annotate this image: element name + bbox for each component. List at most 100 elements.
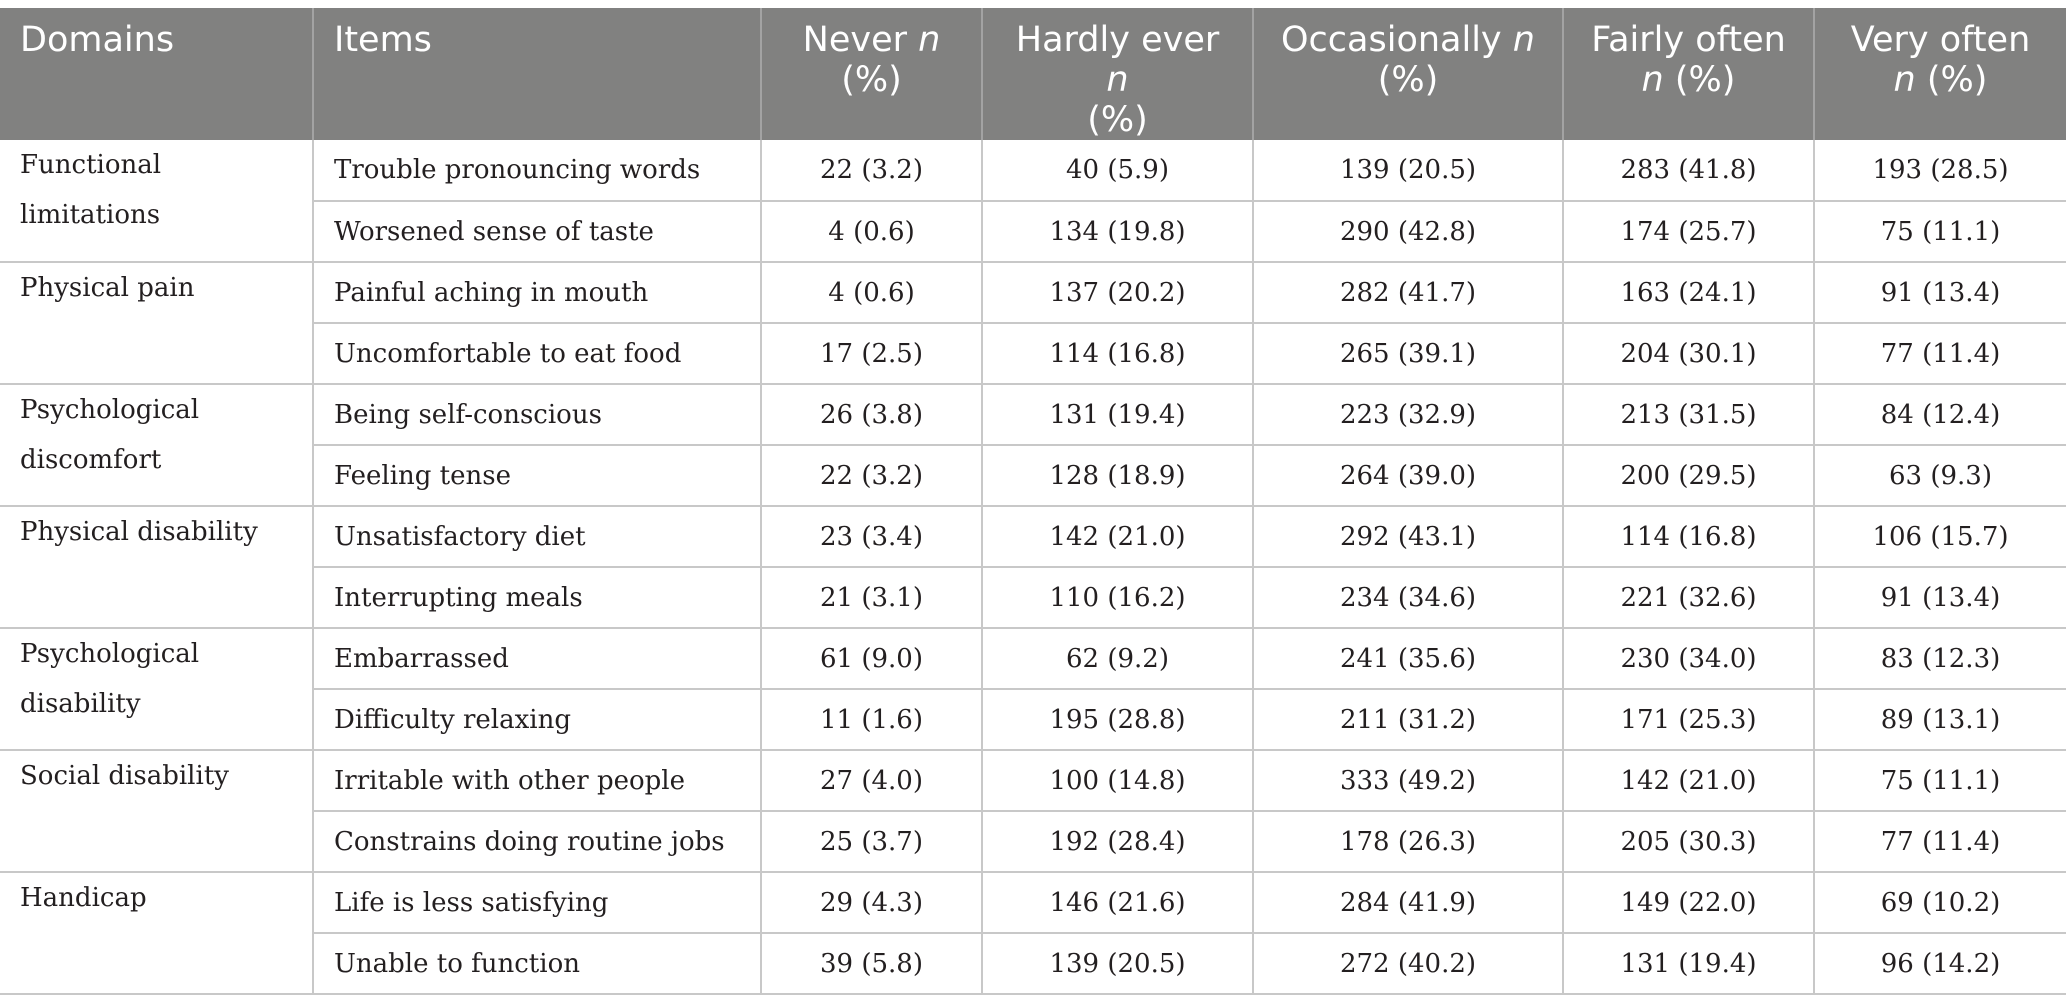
value-cell: 128 (18.9) [981,445,1253,507]
value-cell: 292 (43.1) [1252,506,1563,568]
value-cell: 142 (21.0) [1562,750,1814,812]
value-cell: 284 (41.9) [1252,872,1563,934]
value-cell: 75 (11.1) [1813,750,2066,812]
item-cell: Embarrassed [312,628,761,690]
value-cell: 21 (3.1) [760,567,982,629]
header-fairly-often: Fairly often n (%) [1562,8,1814,140]
value-cell: 211 (31.2) [1252,689,1563,751]
value-cell: 69 (10.2) [1813,872,2066,934]
value-cell: 213 (31.5) [1562,384,1814,446]
value-cell: 83 (12.3) [1813,628,2066,690]
domain-cell: Handicap [0,872,313,995]
value-cell: 234 (34.6) [1252,567,1563,629]
value-cell: 63 (9.3) [1813,445,2066,507]
value-cell: 96 (14.2) [1813,933,2066,995]
value-cell: 193 (28.5) [1813,140,2066,202]
item-cell: Uncomfortable to eat food [312,323,761,385]
header-very-often: Very often n (%) [1813,8,2066,140]
value-cell: 282 (41.7) [1252,262,1563,324]
value-cell: 137 (20.2) [981,262,1253,324]
domain-cell: Social disability [0,750,313,873]
item-cell: Trouble pronouncing words [312,140,761,202]
item-cell: Life is less satisfying [312,872,761,934]
value-cell: 114 (16.8) [1562,506,1814,568]
value-cell: 11 (1.6) [760,689,982,751]
item-cell: Being self-conscious [312,384,761,446]
value-cell: 114 (16.8) [981,323,1253,385]
value-cell: 29 (4.3) [760,872,982,934]
value-cell: 40 (5.9) [981,140,1253,202]
table-row: Constrains doing routine jobs 25 (3.7) 192… [0,811,2066,873]
header-occasionally: Occasionally n (%) [1252,8,1563,140]
header-row: Domains Items Never n (%) Hardly ever n (%… [0,8,2066,140]
table-body: Functional limitations Trouble pronouncin… [0,140,2066,995]
item-cell: Irritable with other people [312,750,761,812]
header-items: Items [312,8,761,140]
domain-cell: Psychological disability [0,628,313,751]
value-cell: 205 (30.3) [1562,811,1814,873]
item-cell: Worsened sense of taste [312,201,761,263]
value-cell: 23 (3.4) [760,506,982,568]
table-row: Physical pain Painful aching in mouth 4 (0… [0,262,2066,385]
value-cell: 163 (24.1) [1562,262,1814,324]
header-hardly-ever: Hardly ever n (%) [981,8,1253,140]
value-cell: 171 (25.3) [1562,689,1814,751]
table-row: Unable to function 39 (5.8) 139 (20.5) 272 … [0,933,2066,995]
item-cell: Feeling tense [312,445,761,507]
domain-cell: Psychological discomfort [0,384,313,507]
value-cell: 265 (39.1) [1252,323,1563,385]
header-domains: Domains [0,8,313,140]
ohip-table: Domains Items Never n (%) Hardly ever n (%… [0,8,2066,995]
value-cell: 178 (26.3) [1252,811,1563,873]
value-cell: 223 (32.9) [1252,384,1563,446]
value-cell: 139 (20.5) [981,933,1253,995]
table-row: Psychological disability Embarrassed 61 (9… [0,628,2066,751]
item-cell: Interrupting meals [312,567,761,629]
table-row: Psychological discomfort Being self-consc… [0,384,2066,507]
table-row: Social disability Irritable with other pe… [0,750,2066,873]
value-cell: 91 (13.4) [1813,262,2066,324]
value-cell: 62 (9.2) [981,628,1253,690]
value-cell: 4 (0.6) [760,201,982,263]
table-container: Domains Items Never n (%) Hardly ever n (%… [0,8,2066,995]
domain-cell: Physical pain [0,262,313,385]
value-cell: 39 (5.8) [760,933,982,995]
value-cell: 134 (19.8) [981,201,1253,263]
value-cell: 333 (49.2) [1252,750,1563,812]
item-cell: Constrains doing routine jobs [312,811,761,873]
table-row: Uncomfortable to eat food 17 (2.5) 114 (16… [0,323,2066,385]
table-row: Handicap Life is less satisfying 29 (4.3) 1… [0,872,2066,995]
value-cell: 100 (14.8) [981,750,1253,812]
value-cell: 17 (2.5) [760,323,982,385]
value-cell: 110 (16.2) [981,567,1253,629]
value-cell: 264 (39.0) [1252,445,1563,507]
value-cell: 75 (11.1) [1813,201,2066,263]
value-cell: 22 (3.2) [760,445,982,507]
table-row: Physical disability Unsatisfactory diet 23… [0,506,2066,629]
value-cell: 26 (3.8) [760,384,982,446]
value-cell: 272 (40.2) [1252,933,1563,995]
table-row: Worsened sense of taste 4 (0.6) 134 (19.8)… [0,201,2066,263]
item-cell: Difficulty relaxing [312,689,761,751]
value-cell: 91 (13.4) [1813,567,2066,629]
header-never: Never n (%) [760,8,982,140]
value-cell: 22 (3.2) [760,140,982,202]
value-cell: 61 (9.0) [760,628,982,690]
value-cell: 230 (34.0) [1562,628,1814,690]
value-cell: 142 (21.0) [981,506,1253,568]
value-cell: 290 (42.8) [1252,201,1563,263]
value-cell: 131 (19.4) [1562,933,1814,995]
value-cell: 149 (22.0) [1562,872,1814,934]
value-cell: 192 (28.4) [981,811,1253,873]
table-row: Functional limitations Trouble pronouncin… [0,140,2066,263]
value-cell: 195 (28.8) [981,689,1253,751]
value-cell: 27 (4.0) [760,750,982,812]
value-cell: 146 (21.6) [981,872,1253,934]
value-cell: 283 (41.8) [1562,140,1814,202]
value-cell: 4 (0.6) [760,262,982,324]
table-row: Interrupting meals 21 (3.1) 110 (16.2) 234 … [0,567,2066,629]
value-cell: 221 (32.6) [1562,567,1814,629]
table-row: Feeling tense 22 (3.2) 128 (18.9) 264 (39.0… [0,445,2066,507]
item-cell: Unsatisfactory diet [312,506,761,568]
domain-cell: Physical disability [0,506,313,629]
